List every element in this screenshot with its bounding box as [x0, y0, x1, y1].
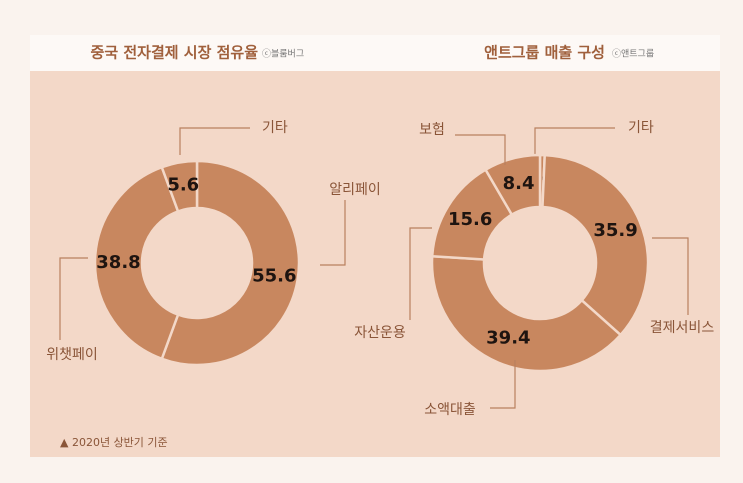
value-label: 15.6	[448, 209, 492, 230]
value-label: 35.9	[593, 220, 637, 241]
category-label: 알리페이	[329, 182, 381, 198]
leader-line	[179, 127, 250, 155]
leader-line	[652, 237, 689, 315]
donut-slice	[160, 159, 199, 213]
value-label: 39.4	[486, 328, 530, 349]
footnote: ▲ 2020년 상반기 기준	[60, 436, 168, 449]
value-label: 8.4	[503, 173, 535, 194]
leader-line	[455, 134, 506, 165]
category-label: 자산운용	[354, 325, 406, 341]
chart-source: ⓒ앤트그룹	[612, 49, 654, 60]
category-label: 결제서비스	[650, 320, 715, 336]
leader-line	[490, 360, 516, 409]
value-label: 55.6	[252, 266, 296, 287]
donut-slice	[483, 153, 542, 217]
donut-slice	[541, 153, 650, 337]
donut-slice	[430, 254, 623, 373]
leader-line	[59, 257, 88, 340]
chart-title: 중국 전자결제 시장 점유율	[91, 44, 259, 62]
donut-slice	[93, 165, 180, 361]
value-label: 5.6	[167, 175, 199, 196]
category-label: 기타	[262, 120, 288, 136]
category-label: 위챗페이	[46, 347, 98, 363]
chart-title: 앤트그룹 매출 구성	[484, 44, 605, 62]
leader-line	[409, 227, 432, 320]
chart-source: ⓒ블룸버그	[262, 49, 304, 60]
category-label: 소액대출	[424, 402, 476, 418]
category-label: 보험	[419, 122, 445, 138]
category-label: 기타	[628, 120, 654, 136]
leader-line	[534, 127, 615, 158]
donut-slice	[160, 159, 301, 367]
value-label: 38.8	[96, 252, 140, 273]
header-band	[30, 35, 720, 71]
leader-line	[320, 200, 346, 266]
